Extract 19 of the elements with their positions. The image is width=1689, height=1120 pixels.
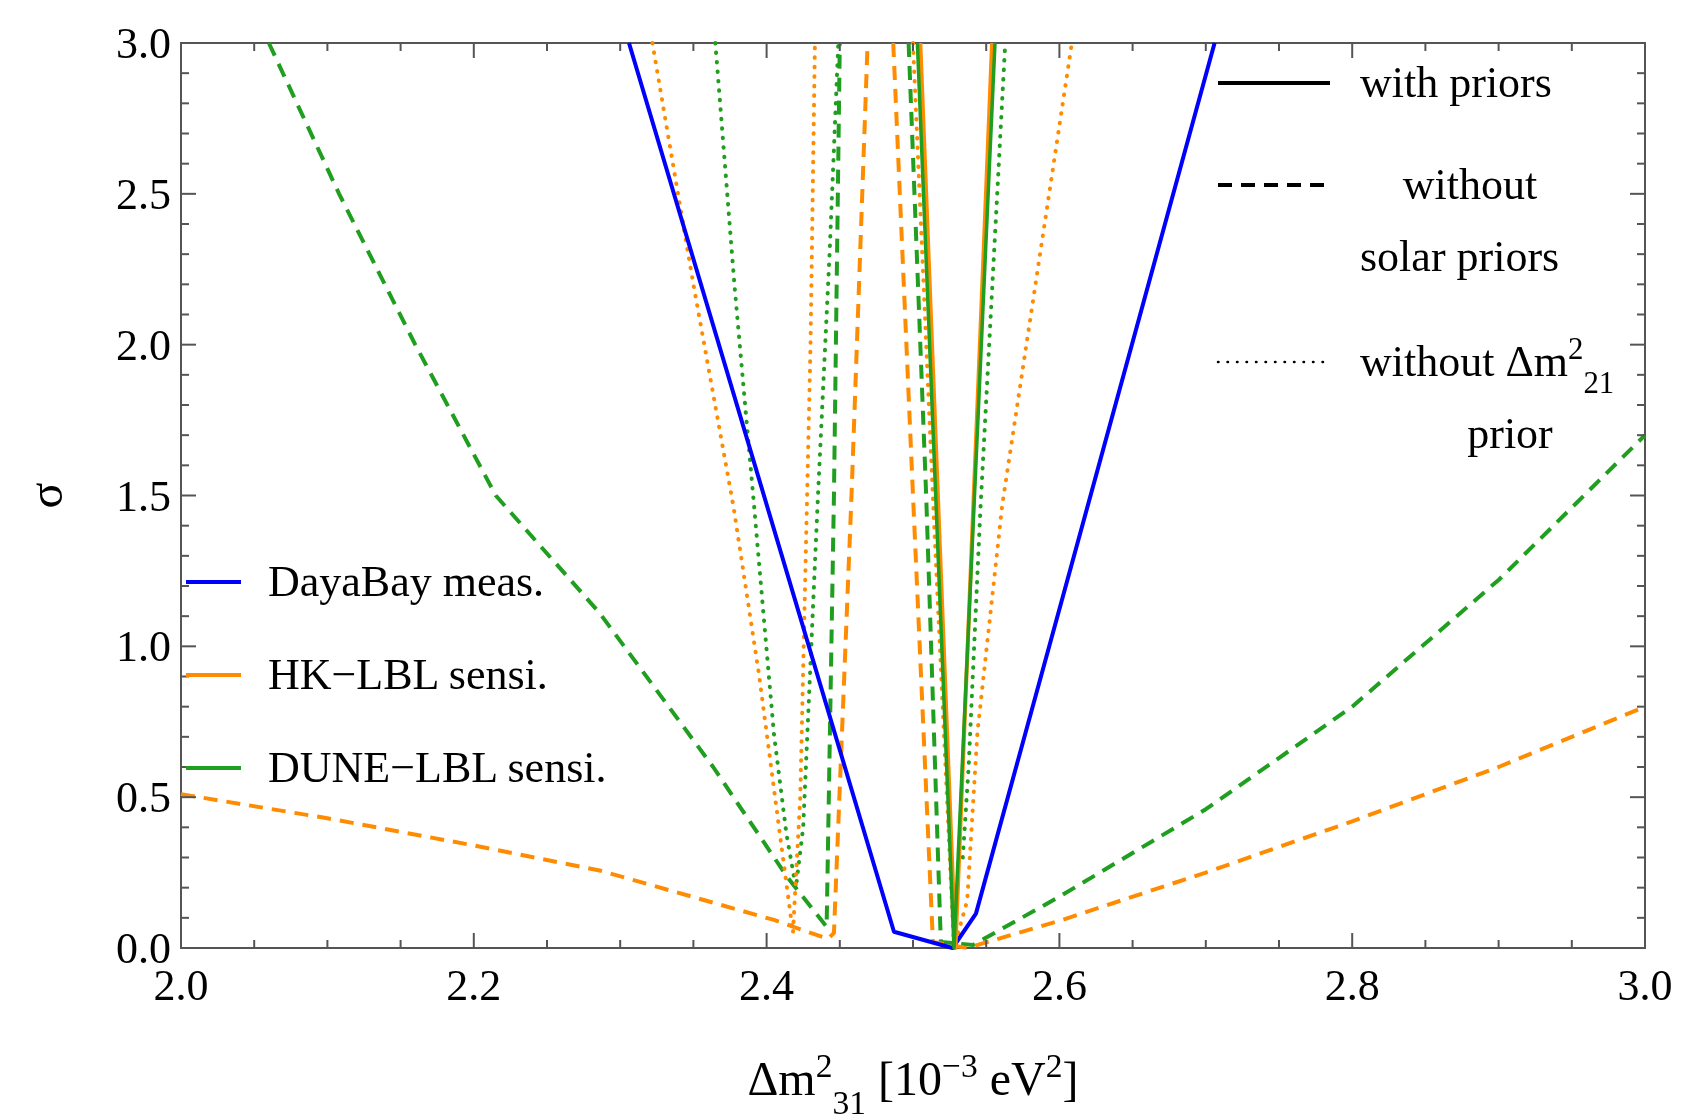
x-tick-label: 2.8 — [1324, 961, 1380, 1010]
legend-label: DayaBay meas. — [268, 557, 545, 606]
y-tick-label: 2.0 — [116, 320, 171, 370]
line-series — [626, 41, 1217, 950]
x-tick-label: 2.6 — [1031, 961, 1087, 1010]
y-tick-label: 0.5 — [116, 773, 171, 823]
y-tick-label: 1.5 — [116, 471, 171, 521]
legend-label: DUNE−LBL sensi. — [268, 743, 607, 792]
legend-label: HK−LBL sensi. — [268, 650, 548, 699]
annotation: without solar priors — [1360, 160, 1560, 281]
x-tick-label: 2.2 — [446, 961, 502, 1010]
y-axis-title: σ — [19, 482, 72, 509]
x-axis-title: Δm$^{2}$$_{31}$ [10$^{−3}$ eV$^{2}$] — [747, 1046, 1079, 1120]
y-tick-label: 1.0 — [116, 622, 171, 672]
annotation: with priors — [1360, 58, 1552, 107]
y-tick-label: 2.5 — [116, 169, 171, 219]
x-tick-label: 3.0 — [1617, 961, 1673, 1010]
y-tick-label: 3.0 — [116, 19, 171, 68]
x-tick-label: 2.4 — [739, 961, 795, 1010]
